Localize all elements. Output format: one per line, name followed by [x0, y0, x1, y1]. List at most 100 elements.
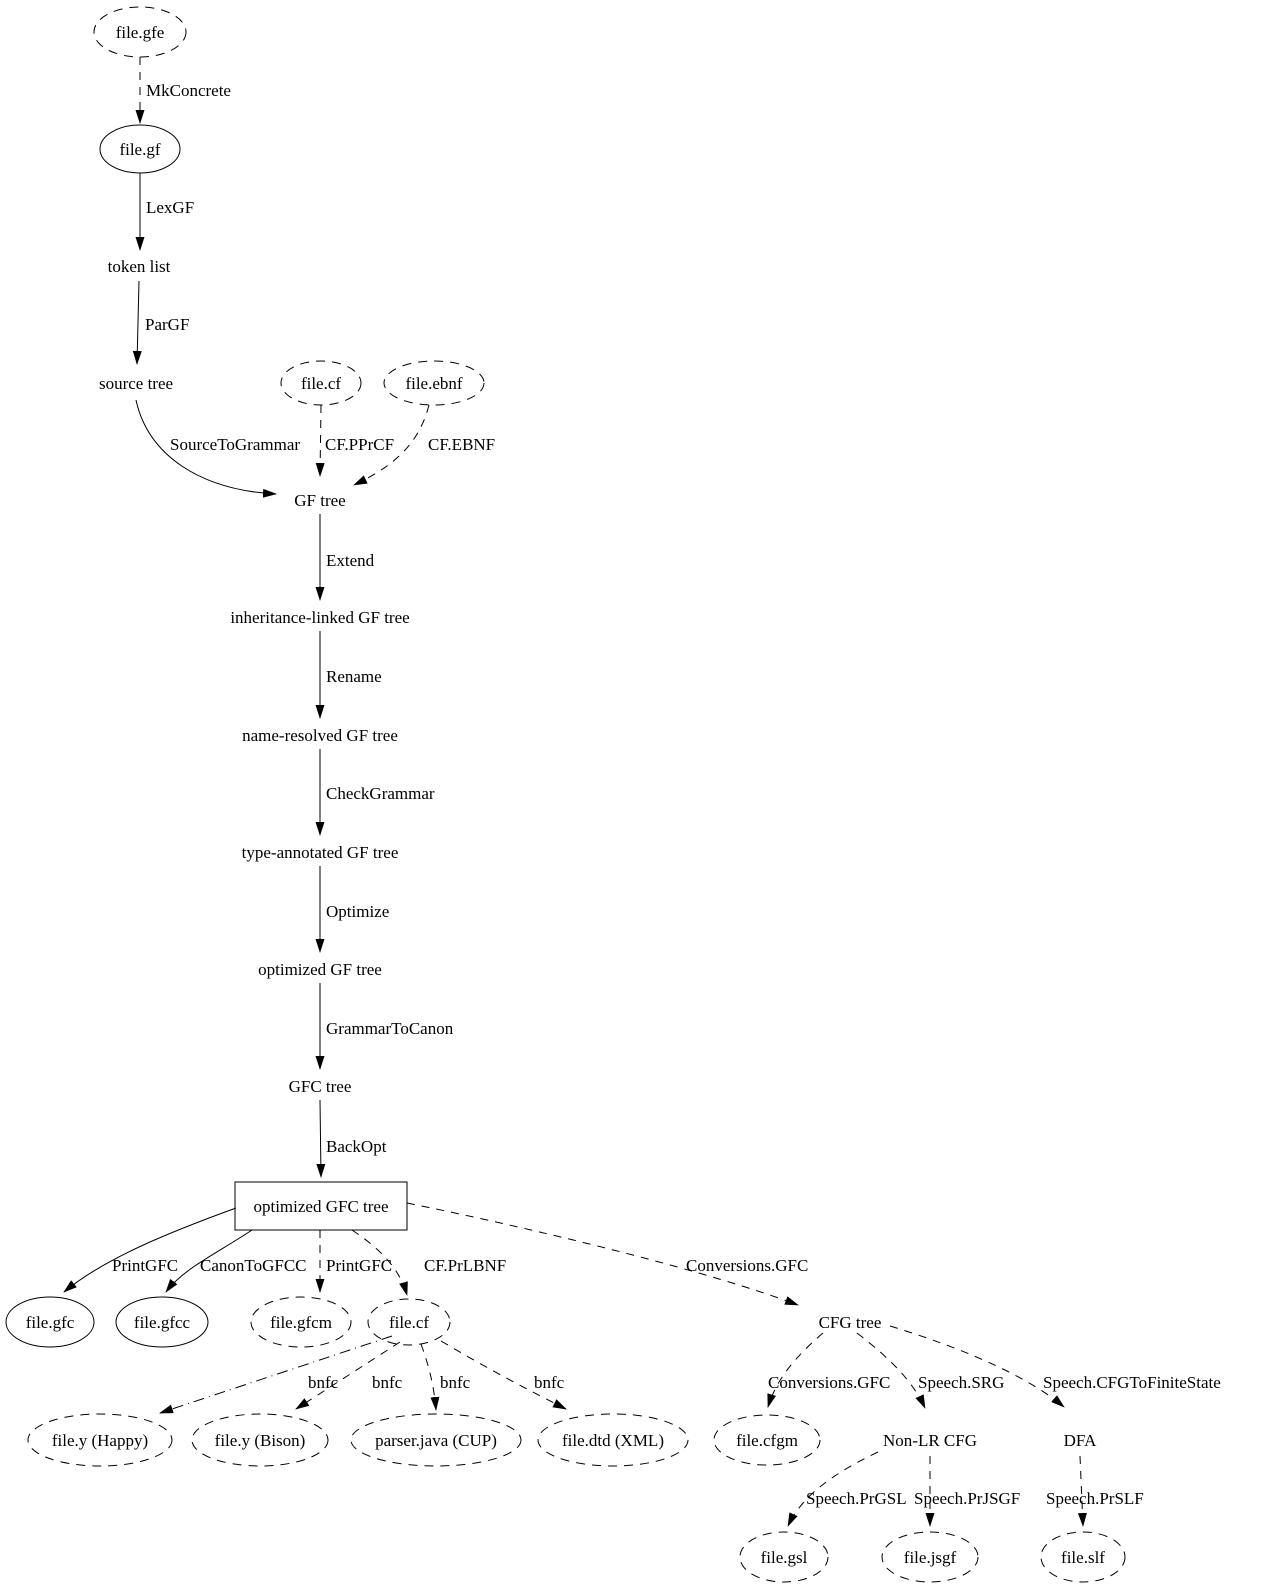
file-dtd-xml-label: file.dtd (XML) [562, 1431, 664, 1450]
file-gfcc-label: file.gfcc [134, 1313, 191, 1332]
file-y-happy-label: file.y (Happy) [52, 1431, 148, 1450]
parser-java-cup-label: parser.java (CUP) [375, 1431, 497, 1450]
inheritance-linked-gf-tree-label: inheritance-linked GF tree [230, 608, 409, 627]
edge-speech-prslf-label: Speech.PrSLF [1046, 1489, 1144, 1508]
node-cfg-tree: CFG tree [819, 1313, 882, 1332]
file-gfcc-shape [115, 1296, 209, 1348]
file-cf-top-shape [280, 360, 362, 406]
node-file-dtd-xml: file.dtd (XML) [537, 1413, 689, 1467]
node-file-y-happy: file.y (Happy) [27, 1413, 173, 1467]
edge-rename: Rename [315, 631, 382, 719]
edge-canontogfcc-line [165, 1229, 253, 1293]
optimized-gf-tree-label: optimized GF tree [258, 960, 382, 979]
edge-cf-prlbnf: CF.PrLBNF [351, 1229, 506, 1296]
node-optimized-gf-tree: optimized GF tree [258, 960, 382, 979]
file-ebnf-label: file.ebnf [405, 374, 462, 393]
non-lr-cfg-label: Non-LR CFG [883, 1431, 977, 1450]
file-cf-top-label: file.cf [301, 374, 341, 393]
node-file-gf: file.gf [99, 124, 181, 174]
edge-speech-srg: Speech.SRG [856, 1332, 1004, 1409]
file-gfc-shape [5, 1296, 95, 1348]
node-inheritance-linked-gf-tree: inheritance-linked GF tree [230, 608, 409, 627]
edge-bnfc-bison-line [295, 1341, 401, 1410]
node-file-cfgm: file.cfgm [713, 1414, 821, 1466]
edge-pargf: ParGF [132, 280, 189, 365]
edge-optimize: Optimize [315, 866, 389, 953]
edge-sourcetogrammar-line [135, 399, 277, 498]
edge-checkgrammar: CheckGrammar [315, 749, 435, 836]
edge-bnfc-cup-line [420, 1343, 440, 1411]
file-slf-label: file.slf [1061, 1548, 1105, 1567]
edge-extend-label: Extend [326, 551, 375, 570]
node-file-gfcc: file.gfcc [115, 1296, 209, 1348]
file-cfgm-label: file.cfgm [736, 1431, 798, 1450]
edge-lexgf-label: LexGF [146, 198, 194, 217]
node-parser-java-cup: parser.java (CUP) [350, 1413, 522, 1467]
node-file-gsl: file.gsl [739, 1531, 829, 1583]
edge-bnfc-bison: bnfc [295, 1341, 403, 1410]
node-file-gfcm: file.gfcm [250, 1296, 352, 1348]
edge-bnfc-cup: bnfc [420, 1343, 471, 1411]
edge-conversions-gfc-2: Conversions.GFC [767, 1332, 890, 1408]
gf-tree-label: GF tree [294, 491, 345, 510]
edge-speech-prjsgf: Speech.PrJSGF [914, 1456, 1020, 1527]
edge-mkconcrete-label: MkConcrete [146, 81, 231, 100]
node-file-jsgf: file.jsgf [881, 1531, 979, 1583]
node-non-lr-cfg: Non-LR CFG [883, 1431, 977, 1450]
file-gfe-shape [93, 6, 187, 58]
file-gsl-label: file.gsl [761, 1548, 808, 1567]
file-y-bison-label: file.y (Bison) [215, 1431, 306, 1450]
edge-conversions-gfc-1-line [406, 1202, 799, 1306]
edge-sourcetogrammar: SourceToGrammar [135, 399, 300, 498]
gfc-tree-label: GFC tree [289, 1077, 352, 1096]
node-file-gfc: file.gfc [5, 1296, 95, 1348]
edge-speech-srg-label: Speech.SRG [918, 1373, 1004, 1392]
file-ebnf-shape [383, 360, 485, 406]
edge-bnfc-xml-line [440, 1340, 567, 1410]
edge-cf-ebnf: CF.EBNF [353, 404, 495, 486]
node-optimized-gfc-tree: optimized GFC tree [234, 1181, 408, 1231]
edge-speech-cfgtofinitestate: Speech.CFGToFiniteState [889, 1325, 1221, 1408]
node-source-tree: source tree [99, 374, 173, 393]
node-file-cf-bottom: file.cf [367, 1298, 451, 1346]
node-dfa: DFA [1064, 1431, 1097, 1450]
edge-bnfc-xml: bnfc [440, 1340, 567, 1410]
edge-printgfc-1-label: PrintGFC [112, 1256, 178, 1275]
edge-cf-prlbnf-label: CF.PrLBNF [424, 1256, 506, 1275]
edge-speech-prgsl: Speech.PrGSL [787, 1451, 907, 1527]
file-slf-shape [1040, 1531, 1126, 1583]
node-name-resolved-gf-tree: name-resolved GF tree [242, 726, 398, 745]
edge-printgfc-1-line [63, 1207, 237, 1293]
edge-extend: Extend [315, 514, 375, 601]
edge-speech-srg-line [856, 1332, 926, 1409]
name-resolved-gf-tree-label: name-resolved GF tree [242, 726, 398, 745]
node-file-y-bison: file.y (Bison) [191, 1413, 329, 1467]
dfa-label: DFA [1064, 1431, 1097, 1450]
edge-bnfc-xml-label: bnfc [534, 1373, 565, 1392]
edge-speech-cfgtofinitestate-line [889, 1325, 1065, 1408]
optimized-gfc-tree-label: optimized GFC tree [253, 1197, 388, 1216]
edge-conversions-gfc-1: Conversions.GFC [406, 1202, 808, 1306]
edge-pargf-label: ParGF [145, 315, 189, 334]
file-gf-label: file.gf [119, 140, 160, 159]
node-file-gfe: file.gfe [93, 6, 187, 58]
parser-java-cup-shape [350, 1413, 522, 1467]
edge-conversions-gfc-1-label: Conversions.GFC [686, 1256, 808, 1275]
edge-cf-pprcf-line [315, 404, 325, 477]
edge-canontogfcc-label: CanonToGFCC [200, 1256, 307, 1275]
edge-checkgrammar-label: CheckGrammar [326, 784, 435, 803]
node-gf-tree: GF tree [294, 491, 345, 510]
node-file-ebnf: file.ebnf [383, 360, 485, 406]
edge-speech-prjsgf-label: Speech.PrJSGF [914, 1489, 1020, 1508]
source-tree-label: source tree [99, 374, 173, 393]
edge-bnfc-bison-label: bnfc [372, 1373, 403, 1392]
edge-cf-pprcf-label: CF.PPrCF [325, 435, 394, 454]
edge-backopt: BackOpt [316, 1099, 387, 1178]
file-gfcm-shape [250, 1296, 352, 1348]
file-gfc-label: file.gfc [26, 1313, 75, 1332]
cfg-tree-label: CFG tree [819, 1313, 882, 1332]
node-file-cf-top: file.cf [280, 360, 362, 406]
file-gfcm-label: file.gfcm [270, 1313, 332, 1332]
